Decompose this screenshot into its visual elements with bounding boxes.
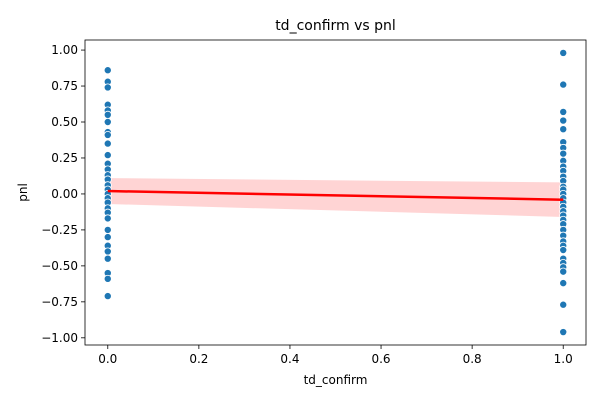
y-tick-label: −1.00 [41, 331, 78, 345]
data-point [559, 279, 568, 288]
y-tick-label: 0.00 [51, 187, 78, 201]
axes-frame [84, 39, 587, 346]
y-axis-ticks: −1.00 −0.75 −0.50 −0.25 0.00 0.25 0.50 0.75 1.00 [41, 43, 85, 345]
x-tick-label: 0.2 [189, 352, 208, 366]
x-tick-label: 0.4 [280, 352, 299, 366]
data-point [103, 139, 112, 148]
data-point [559, 246, 568, 255]
plot-area [103, 48, 568, 337]
y-tick-label: 1.00 [51, 43, 78, 57]
data-point [103, 274, 112, 283]
data-point [103, 118, 112, 127]
x-tick-label: 0.6 [371, 352, 390, 366]
data-point [559, 149, 568, 158]
data-point [559, 267, 568, 276]
data-point [103, 292, 112, 301]
y-tick-label: −0.50 [41, 259, 78, 273]
chart-title: td_confirm vs pnl [275, 18, 396, 34]
data-point [103, 66, 112, 75]
y-tick-label: 0.50 [51, 115, 78, 129]
y-tick-label: 0.25 [51, 151, 78, 165]
data-point [559, 116, 568, 125]
x-tick-label: 1.0 [554, 352, 573, 366]
data-point [559, 80, 568, 89]
data-point [559, 300, 568, 309]
y-tick-label: −0.75 [41, 295, 78, 309]
data-point [559, 125, 568, 134]
confidence-band [107, 178, 564, 217]
data-point [559, 328, 568, 337]
regression-line [107, 189, 564, 201]
y-tick-label: 0.75 [51, 79, 78, 93]
data-point [559, 107, 568, 116]
data-point [103, 151, 112, 160]
data-point [103, 130, 112, 139]
x-tick-label: 0.0 [98, 352, 117, 366]
data-point [103, 254, 112, 263]
data-point [103, 225, 112, 234]
y-axis-label: pnl [16, 183, 30, 202]
data-point [103, 83, 112, 92]
y-tick-label: −0.25 [41, 223, 78, 237]
data-point [103, 110, 112, 119]
x-tick-label: 0.8 [463, 352, 482, 366]
data-point [559, 48, 568, 57]
x-axis-ticks: 0.0 0.2 0.4 0.6 0.8 1.0 [98, 345, 573, 366]
x-axis-label: td_confirm [304, 373, 368, 387]
data-point [103, 247, 112, 256]
data-point [103, 214, 112, 223]
data-point [103, 233, 112, 242]
